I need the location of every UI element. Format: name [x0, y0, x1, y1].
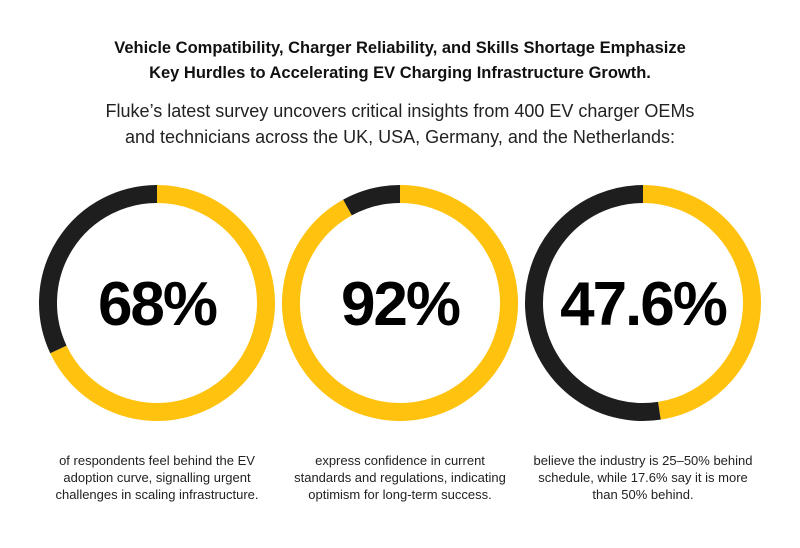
- donut-value-arc: [50, 185, 275, 421]
- caption-3: believe the industry is 25–50% behind sc…: [533, 453, 753, 502]
- donut-value-arc: [282, 185, 518, 421]
- donut-value-label: 47.6%: [560, 270, 727, 339]
- donut-2: 92%: [282, 185, 518, 421]
- donut-3: 47.6%: [525, 185, 761, 421]
- page-title: Vehicle Compatibility, Charger Reliabili…: [114, 39, 686, 82]
- caption-1: of respondents feel behind the EV adopti…: [55, 453, 259, 502]
- caption-2: express confidence in current standards …: [294, 453, 506, 502]
- donut-value-label: 92%: [341, 270, 460, 339]
- donut-remainder-arc: [343, 185, 401, 216]
- page-subtitle: Fluke’s latest survey uncovers critical …: [105, 101, 695, 147]
- donut-value-label: 68%: [98, 270, 217, 339]
- donut-1: 68%: [39, 185, 275, 421]
- donut-value-arc: [642, 185, 761, 420]
- donut-remainder-arc: [525, 185, 661, 421]
- donut-remainder-arc: [39, 185, 158, 354]
